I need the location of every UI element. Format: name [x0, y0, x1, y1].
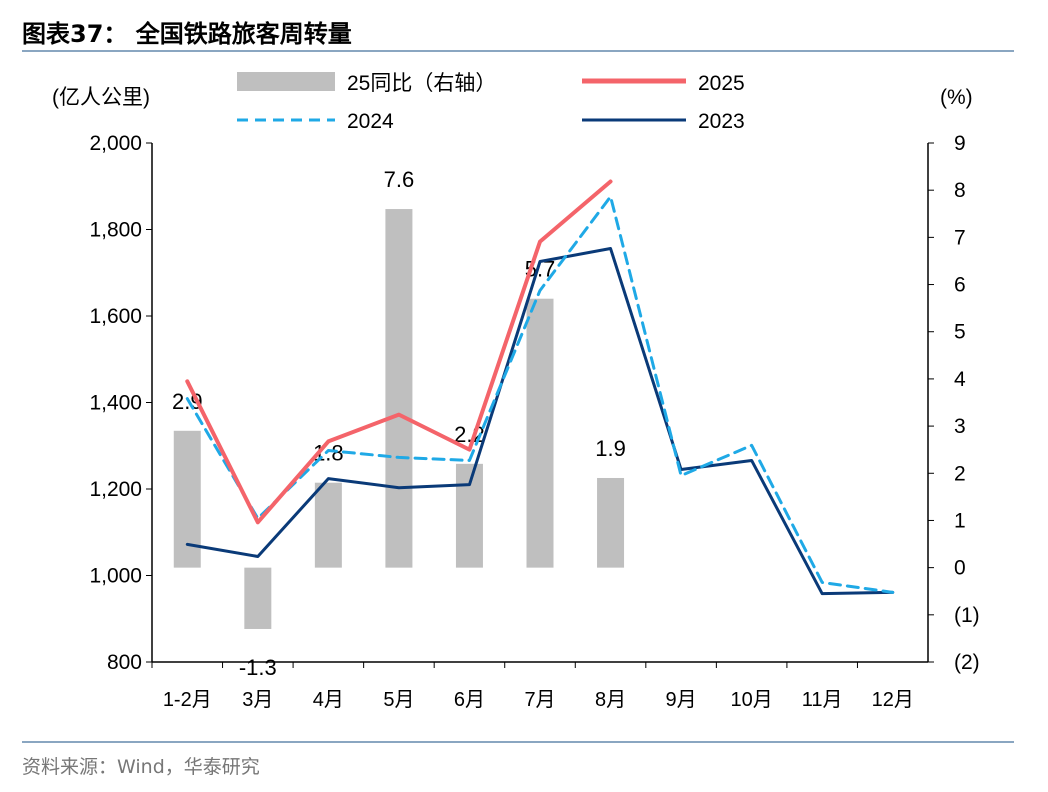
- line-series-2023: [185, 247, 895, 596]
- x-tick-label: 12月: [872, 689, 914, 711]
- right-tick-label: 9: [954, 132, 966, 155]
- right-tick-label: 3: [954, 415, 966, 438]
- bar-data-label: -1.3: [239, 655, 277, 680]
- right-tick-label: 8: [954, 179, 966, 202]
- right-tick-label: 0: [954, 557, 966, 580]
- right-axis-label: (%): [940, 86, 973, 109]
- right-tick-label: 1: [954, 509, 966, 532]
- bar-yoy: [244, 567, 272, 629]
- left-tick-label: 2,000: [89, 132, 142, 155]
- source-note: 资料来源：Wind，华泰研究: [22, 756, 260, 778]
- left-tick-label: 1,800: [89, 219, 142, 242]
- bottom-rule: [22, 741, 1014, 743]
- x-tick-label: 8月: [595, 689, 626, 711]
- x-tick-label: 11月: [802, 689, 843, 711]
- x-tick-label: 1-2月: [163, 689, 212, 711]
- bar-data-label: 1.9: [595, 436, 626, 461]
- legend-label-2025: 2025: [698, 72, 745, 95]
- legend-swatch-bar: [237, 72, 335, 91]
- x-tick-label: 4月: [313, 689, 344, 711]
- top-rule: [22, 50, 1014, 52]
- left-tick-label: 1,600: [89, 305, 142, 328]
- bar-yoy: [314, 482, 342, 568]
- bar-yoy: [597, 477, 625, 568]
- x-tick-label: 10月: [731, 689, 773, 711]
- bar-data-label: 7.6: [384, 167, 415, 192]
- legend-label-2024: 2024: [347, 110, 394, 133]
- x-tick-label: 3月: [242, 689, 273, 711]
- bar-yoy: [526, 298, 554, 568]
- line-series-2025: [185, 179, 613, 525]
- x-tick-label: 9月: [666, 689, 697, 711]
- left-axis-label: (亿人公里): [52, 86, 150, 109]
- chart-svg: 800 1,000 1,200 1,400 1,600 1,800 2,000 (2) (1) 0…: [52, 72, 980, 711]
- right-tick-label: (1): [954, 604, 980, 627]
- x-tick-label: 5月: [383, 689, 414, 711]
- right-tick-label: 7: [954, 226, 966, 249]
- legend-label-bar: 25同比（右轴）: [347, 72, 496, 95]
- legend-label-2023: 2023: [698, 110, 745, 133]
- left-tick-label: 1,000: [89, 565, 142, 588]
- left-tick-label: 1,400: [89, 392, 142, 415]
- right-tick-label: (2): [954, 651, 980, 674]
- x-tick-label: 6月: [454, 689, 485, 711]
- bar-yoy: [385, 209, 413, 568]
- figure-title: 图表37： 全国铁路旅客周转量: [22, 20, 352, 48]
- line-series-2024: [185, 195, 895, 594]
- right-tick-label: 5: [954, 321, 966, 344]
- right-tick-label: 4: [954, 368, 966, 391]
- right-tick-label: 6: [954, 274, 966, 297]
- left-tick-label: 1,200: [89, 478, 142, 501]
- x-tick-label: 7月: [524, 689, 555, 711]
- right-tick-label: 2: [954, 462, 966, 485]
- left-tick-label: 800: [107, 651, 142, 674]
- bar-yoy: [455, 463, 483, 568]
